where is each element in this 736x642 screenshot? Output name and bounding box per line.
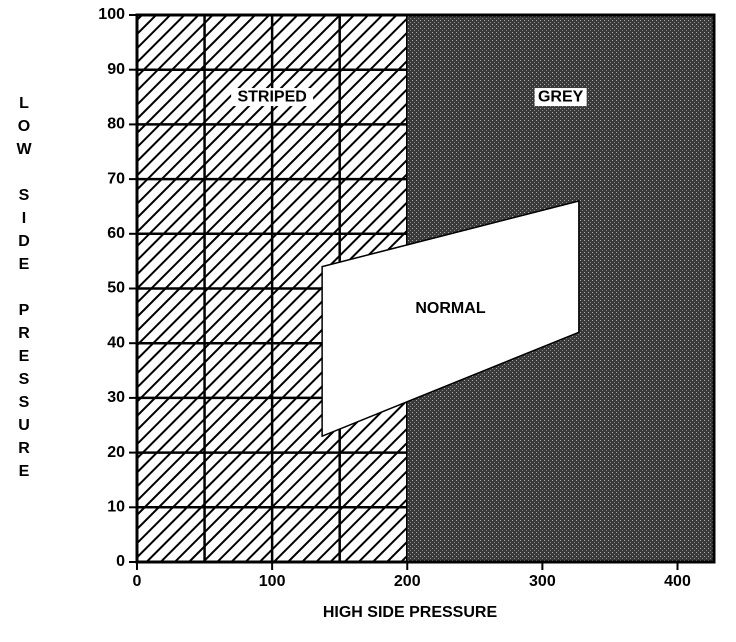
y-tick-label: 60 <box>107 225 125 242</box>
region-label: STRIPED <box>237 88 306 105</box>
y-tick-label: 20 <box>107 444 125 461</box>
y-tick-label: 30 <box>107 389 125 406</box>
y-tick-label: 50 <box>107 280 125 297</box>
region-label-bg <box>534 88 587 107</box>
y-tick-label: 40 <box>107 334 125 351</box>
x-tick-label: 300 <box>529 573 556 590</box>
y-tick-label: 10 <box>107 499 125 516</box>
y-tick-label: 0 <box>116 553 125 570</box>
y-tick-label: 100 <box>98 6 125 23</box>
y-tick-label: 80 <box>107 116 125 133</box>
region-label-bg <box>231 88 314 107</box>
normal-label: NORMAL <box>415 300 485 317</box>
x-axis-title: HIGH SIDE PRESSURE <box>323 604 498 621</box>
y-tick-label: 90 <box>107 61 125 78</box>
normal-region <box>321 200 580 438</box>
x-tick-label: 400 <box>664 573 691 590</box>
y-axis-title: LOW SIDE PRESSURE <box>15 95 32 486</box>
y-tick-label: 70 <box>107 170 125 187</box>
x-tick-label: 200 <box>394 573 421 590</box>
x-tick-label: 0 <box>133 573 142 590</box>
x-tick-label: 100 <box>259 573 286 590</box>
region-label: GREY <box>538 88 584 105</box>
